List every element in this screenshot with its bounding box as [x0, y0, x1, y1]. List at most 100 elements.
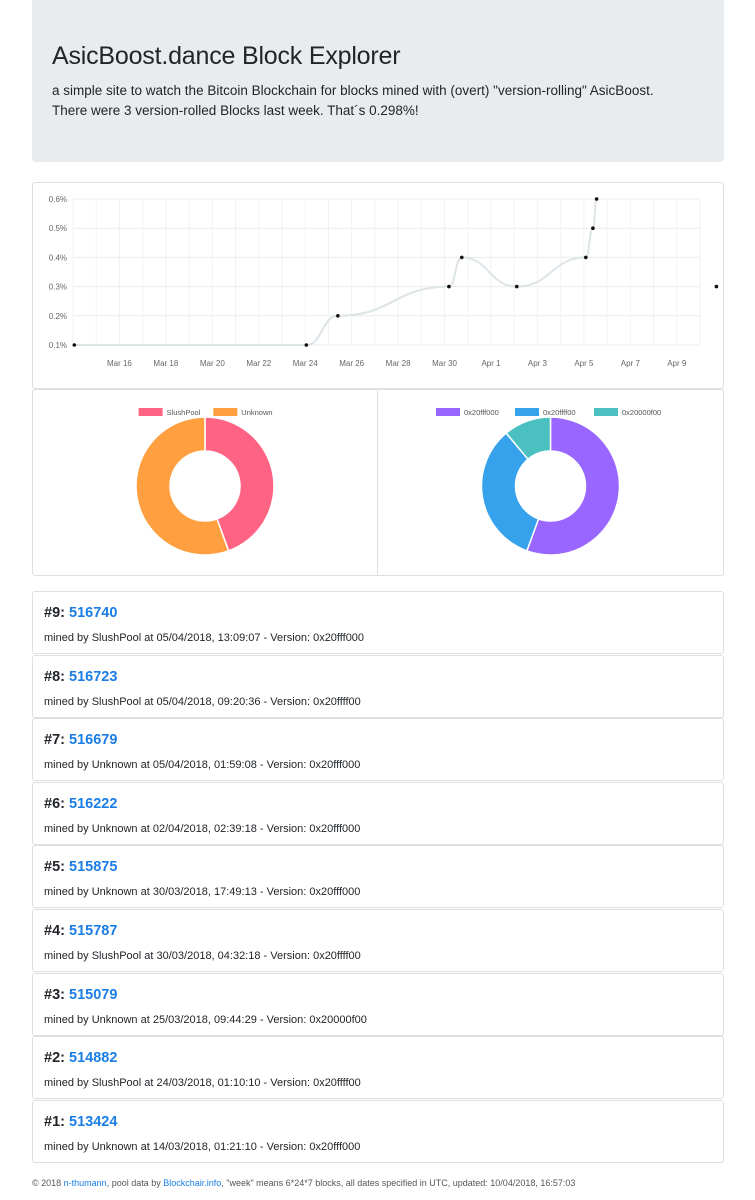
block-number: #8: [44, 668, 65, 685]
block-card: #1: 513424 mined by Unknown at 14/03/2018… [32, 1099, 724, 1163]
pool-pie-chart: SlushPool Unknown [135, 408, 275, 556]
block-height-link[interactable]: 514882 [69, 1050, 118, 1067]
block-title: #9: 516740 [44, 604, 712, 622]
version-legend-item[interactable]: 0x20ffff00 [515, 408, 576, 417]
data-point [514, 284, 519, 289]
x-tick-label: Apr 1 [481, 359, 501, 368]
block-title: #5: 515875 [44, 858, 712, 876]
grid [72, 198, 701, 346]
block-info: mined by Unknown at 30/03/2018, 17:49:13… [44, 886, 361, 899]
author-link[interactable]: n-thumann [63, 1178, 107, 1188]
block-height-link[interactable]: 513424 [69, 1113, 118, 1130]
legend-swatch [138, 408, 163, 416]
block-number: #2: [44, 1050, 65, 1067]
lead-text: a simple site to watch the Bitcoin Block… [52, 83, 654, 98]
block-height-link[interactable]: 516723 [69, 668, 118, 685]
block-info: mined by Unknown at 05/04/2018, 01:59:08… [44, 759, 361, 772]
block-title: #8: 516723 [44, 668, 712, 686]
y-tick-label: 0.1% [49, 341, 67, 350]
legend-label: 0x20fff000 [464, 408, 499, 417]
block-number: #7: [44, 732, 65, 749]
block-info: mined by SlushPool at 24/03/2018, 01:10:… [44, 1077, 361, 1090]
pie-slice[interactable] [135, 416, 230, 556]
x-tick-label: Mar 22 [246, 359, 271, 368]
block-card: #5: 515875 mined by Unknown at 30/03/2018… [32, 845, 724, 909]
block-card: #4: 515787 mined by SlushPool at 30/03/20… [32, 909, 724, 972]
data-point [584, 255, 588, 260]
pie-slice[interactable] [505, 416, 552, 461]
block-height-link[interactable]: 516679 [69, 732, 118, 749]
block-height-link[interactable]: 516222 [69, 795, 118, 812]
pool-legend-item[interactable]: SlushPool [138, 408, 201, 417]
pool-legend-item[interactable]: Unknown [213, 408, 273, 417]
x-tick-label: Mar 28 [386, 359, 411, 368]
x-tick-label: Apr 3 [528, 359, 548, 368]
block-height-link[interactable]: 516740 [69, 605, 118, 621]
line-chart-card: 0.1% 0.2% 0.3% 0.4% 0.5% 0.6% Mar 16 Mar 18 Mar … [32, 182, 724, 389]
x-tick-label: Mar 18 [153, 359, 178, 368]
data-point [447, 284, 451, 289]
pool-pie-card: SlushPool Unknown [32, 389, 378, 576]
legend-swatch [594, 408, 618, 416]
legend-label: 0x20000f00 [622, 408, 661, 417]
page-title: AsicBoost.dance Block Explorer [52, 42, 401, 70]
y-tick-label: 0.4% [49, 253, 67, 262]
block-info: mined by SlushPool at 30/03/2018, 04:32:… [44, 950, 361, 962]
block-title: #4: 515787 [44, 922, 712, 940]
data-point [304, 343, 309, 347]
block-height-link[interactable]: 515079 [69, 986, 118, 1003]
pie-slice[interactable] [525, 416, 621, 556]
footer-rest: , "week" means 6*24*7 blocks, all dates … [221, 1178, 576, 1188]
pie-slice[interactable] [204, 416, 275, 552]
series-line [74, 198, 598, 346]
header-jumbotron: AsicBoost.dance Block Explorer a simple … [32, 0, 724, 162]
data-point [336, 314, 340, 318]
data-point [591, 226, 595, 230]
data-point [714, 284, 719, 289]
footer-pool-text: , pool data by [106, 1178, 164, 1188]
block-title: #1: 513424 [44, 1113, 712, 1131]
block-number: #5: [44, 859, 65, 876]
block-info: mined by SlushPool at 05/04/2018, 13:09:… [44, 632, 365, 644]
legend-swatch [213, 408, 238, 416]
block-card: #8: 516723 mined by SlushPool at 05/04/20… [32, 654, 724, 718]
block-card: #7: 516679 mined by Unknown at 05/04/2018… [32, 718, 724, 782]
y-tick-label: 0.2% [49, 312, 67, 321]
footer-copyright: © 2018 [32, 1178, 64, 1188]
block-card: #3: 515079 mined by Unknown at 25/03/2018… [32, 972, 724, 1036]
footer: © 2018 n-thumann, pool data by Blockchai… [32, 1178, 575, 1188]
x-tick-label: Apr 7 [621, 359, 641, 368]
block-card: #2: 514882 mined by SlushPool at 24/03/20… [32, 1036, 724, 1100]
legend-swatch [515, 408, 539, 416]
block-number: #6: [44, 795, 65, 812]
x-tick-label: Apr 9 [667, 359, 687, 368]
line-chart: 0.1% 0.2% 0.3% 0.4% 0.5% 0.6% Mar 16 Mar 18 Mar … [49, 195, 719, 368]
block-title: #7: 516679 [44, 731, 712, 749]
x-tick-label: Mar 26 [339, 359, 364, 368]
legend-label: 0x20ffff00 [543, 408, 576, 417]
legend-label: SlushPool [167, 408, 201, 417]
block-title: #2: 514882 [44, 1049, 712, 1067]
block-height-link[interactable]: 515787 [69, 923, 118, 939]
block-info: mined by SlushPool at 05/04/2018, 09:20:… [44, 695, 361, 708]
block-height-link[interactable]: 515875 [69, 859, 118, 876]
block-title: #6: 516222 [44, 795, 712, 813]
block-number: #3: [44, 986, 65, 1003]
legend-swatch [436, 408, 460, 416]
x-tick-label: Mar 20 [200, 359, 225, 368]
block-number: #4: [44, 923, 65, 939]
data-point [459, 255, 464, 260]
x-tick-label: Apr 5 [574, 359, 594, 368]
version-pie-card: 0x20fff000 0x20ffff00 0x20000f00 [377, 389, 724, 576]
weekly-summary: There were 3 version-rolled Blocks last … [52, 103, 419, 118]
version-legend-item[interactable]: 0x20000f00 [594, 408, 661, 417]
block-info: mined by Unknown at 14/03/2018, 01:21:10… [44, 1140, 361, 1153]
version-pie-chart: 0x20fff000 0x20ffff00 0x20000f00 [436, 408, 661, 556]
pool-data-link[interactable]: Blockchair.info [163, 1178, 222, 1188]
version-legend-item[interactable]: 0x20fff000 [436, 408, 499, 417]
pie-slice[interactable] [480, 432, 540, 552]
block-card: #9: 516740 mined by SlushPool at 05/04/20… [32, 591, 724, 654]
block-number: #1: [44, 1113, 65, 1130]
x-tick-label: Mar 24 [293, 359, 318, 368]
x-tick-label: Mar 16 [107, 359, 132, 368]
